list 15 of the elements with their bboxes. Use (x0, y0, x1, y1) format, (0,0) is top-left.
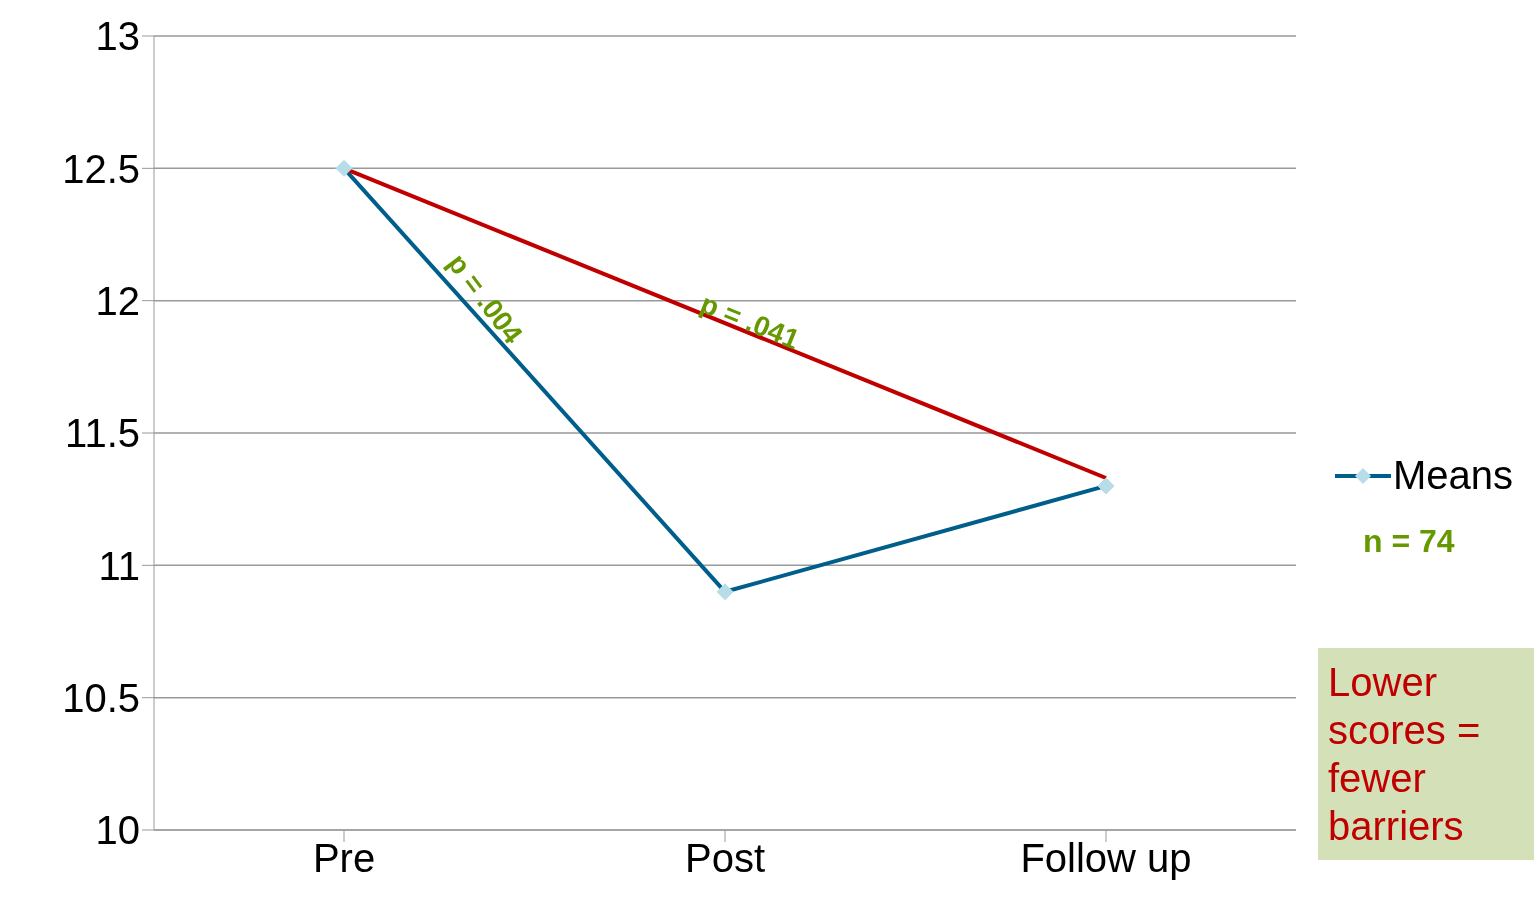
x-tick-label: Follow up (1020, 836, 1192, 881)
y-tick-label: 12.5 (62, 146, 140, 191)
y-tick-label: 13 (95, 14, 140, 59)
annotation: p = .041 (695, 287, 804, 357)
y-tick-label: 10 (95, 808, 140, 853)
text: Lower scores = fewer barriers (1318, 648, 1534, 860)
y-tick-label: 11.5 (65, 411, 140, 456)
legend-label: Means (1393, 453, 1514, 498)
y-tick-label: 11 (98, 543, 140, 588)
y-tick-label: 12 (95, 278, 140, 323)
y-tick-label: 10.5 (62, 675, 140, 720)
text: n = 74 (1363, 523, 1455, 560)
annotation: p = .004 (440, 248, 529, 350)
x-tick-label: Pre (312, 836, 376, 881)
x-tick-label: Post (684, 836, 766, 881)
